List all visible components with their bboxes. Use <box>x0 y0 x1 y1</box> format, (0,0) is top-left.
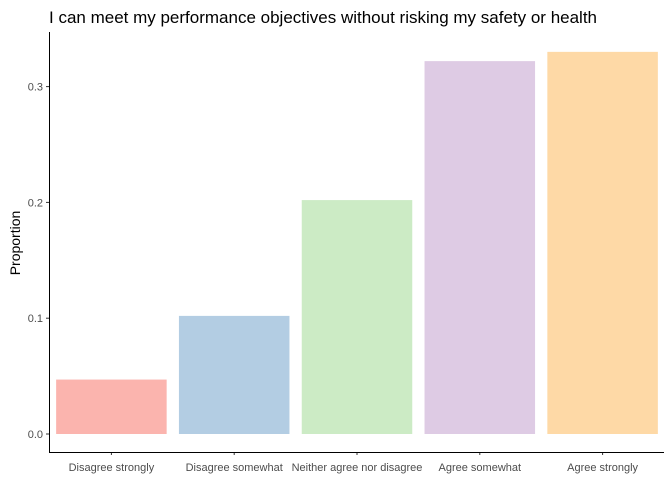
chart-title: I can meet my performance objectives wit… <box>49 8 597 27</box>
y-tick-label: 0.2 <box>28 197 43 209</box>
y-tick-label: 0.0 <box>28 429 43 441</box>
bar-agree-somewhat <box>424 61 536 435</box>
x-tick-label: Agree strongly <box>567 462 638 474</box>
y-ticks-group: 0.0 0.1 0.2 0.3 <box>28 82 49 441</box>
y-tick-label: 0.1 <box>28 313 43 325</box>
bar-disagree-strongly <box>56 379 167 434</box>
y-axis-label: Proportion <box>7 211 23 276</box>
x-tick-label: Disagree strongly <box>69 462 155 474</box>
x-ticks-group: Disagree strongly Disagree somewhat Neithe… <box>69 452 639 474</box>
bar-disagree-somewhat <box>178 315 290 434</box>
x-tick-label: Agree somewhat <box>439 462 522 474</box>
x-tick-label: Neither agree nor disagree <box>292 462 423 474</box>
bars-group <box>56 51 658 435</box>
y-tick-label: 0.3 <box>28 82 43 94</box>
bar-agree-strongly <box>547 51 658 435</box>
bar-neither-agree-nor-disagree <box>301 200 413 434</box>
x-tick-label: Disagree somewhat <box>186 462 283 474</box>
